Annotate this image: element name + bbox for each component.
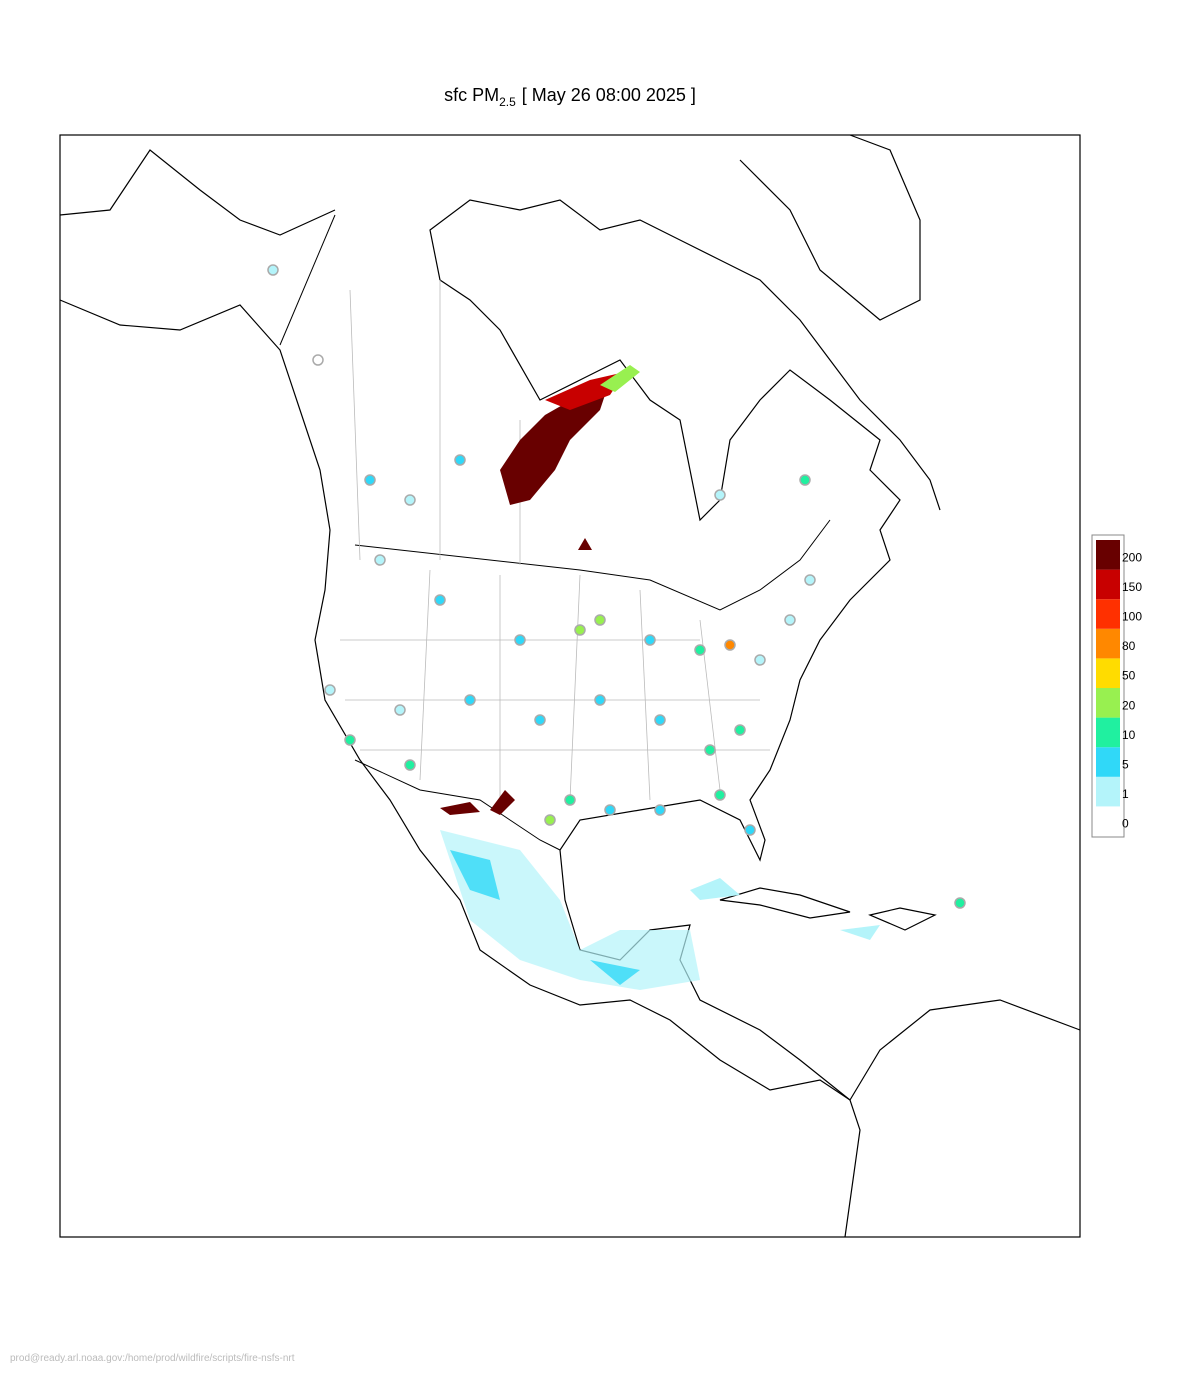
smoke-plume: [600, 365, 640, 392]
us-canada-border: [354, 519, 831, 611]
station: [564, 794, 576, 806]
pacific-coast: [59, 299, 861, 1238]
station: [594, 694, 606, 706]
colorbar-label: 1: [1122, 787, 1129, 801]
colorbar-box: [1096, 599, 1120, 629]
smoke-haze: [440, 830, 700, 990]
map-title: sfc PM2.5 [ May 26 08:00 2025 ]: [444, 85, 696, 109]
station: [364, 474, 376, 486]
map-frame: [59, 134, 1081, 1238]
colorbar-box: [1096, 806, 1120, 836]
colorbar-label: 100: [1122, 610, 1142, 624]
station: [404, 494, 416, 506]
title-suffix: [ May 26 08:00 2025 ]: [522, 85, 696, 105]
station: [644, 634, 656, 646]
colorbar-box: [1096, 628, 1120, 659]
state-lines: [340, 280, 770, 810]
alaska-north: [59, 149, 336, 236]
colorbar-label: 5: [1122, 758, 1129, 772]
station: [799, 474, 811, 486]
station: [654, 714, 666, 726]
station: [714, 789, 726, 801]
colorbar-label: 0: [1122, 817, 1129, 831]
station: [754, 654, 766, 666]
smoke-plume: [578, 538, 592, 550]
station: [544, 814, 556, 826]
station: [344, 734, 356, 746]
colorbar-label: 80: [1122, 639, 1136, 653]
colorbar-label: 150: [1122, 580, 1142, 594]
colorbar: 0 1 5 10 20 50 80 100 150 200: [1091, 534, 1142, 838]
station: [312, 354, 324, 366]
station: [514, 634, 526, 646]
colorbar-box: [1096, 569, 1120, 600]
colorbar-label: 20: [1122, 698, 1136, 712]
colorbar-box: [1096, 658, 1120, 688]
stations: [267, 264, 966, 909]
alaska-border: [279, 214, 336, 346]
smoke-plume: [500, 380, 610, 505]
station: [404, 759, 416, 771]
cuba: [719, 887, 851, 919]
hispaniola: [868, 907, 937, 931]
colorbar-box: [1096, 747, 1120, 777]
station: [694, 644, 706, 656]
station: [724, 639, 736, 651]
colorbar-label: 10: [1122, 728, 1136, 742]
title-prefix: sfc PM: [444, 85, 499, 105]
station: [744, 824, 756, 836]
station: [784, 614, 796, 626]
station: [604, 804, 616, 816]
station: [434, 594, 446, 606]
map: [59, 134, 1081, 1238]
smoke-haze: [450, 850, 640, 985]
colorbar-label: 200: [1122, 550, 1142, 564]
station: [714, 489, 726, 501]
colorbar-label: 50: [1122, 669, 1136, 683]
station: [464, 694, 476, 706]
smoke-plume: [440, 790, 515, 815]
colorbar-box: [1096, 688, 1120, 718]
station: [804, 574, 816, 586]
south-america-coast: [849, 999, 1081, 1101]
station: [734, 724, 746, 736]
title-subscript: 2.5: [499, 95, 516, 109]
station: [534, 714, 546, 726]
station: [374, 554, 386, 566]
station: [704, 744, 716, 756]
station: [324, 684, 336, 696]
colorbar-box: [1096, 540, 1120, 570]
colorbar-box: [1096, 717, 1120, 748]
station: [394, 704, 406, 716]
station: [574, 624, 586, 636]
smoke-plume: [545, 372, 625, 410]
greenland: [739, 134, 921, 321]
station: [454, 454, 466, 466]
colorbar-box: [1096, 776, 1120, 807]
smoke-haze: [690, 878, 880, 940]
station: [594, 614, 606, 626]
station: [267, 264, 279, 276]
station: [954, 897, 966, 909]
station: [654, 804, 666, 816]
footer: prod@ready.arl.noaa.gov:/home/prod/wildf…: [10, 1353, 295, 1364]
atlantic-coast: [429, 199, 941, 1101]
